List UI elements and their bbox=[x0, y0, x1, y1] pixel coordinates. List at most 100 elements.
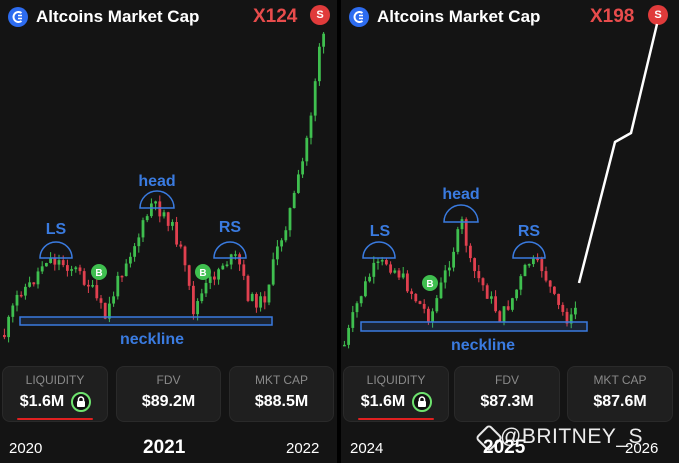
candle-body bbox=[145, 216, 149, 221]
candle-body bbox=[292, 192, 296, 209]
candle-body bbox=[116, 275, 120, 297]
candle-body bbox=[557, 293, 560, 305]
candle-body bbox=[259, 296, 262, 308]
left-shoulder-label: LS bbox=[46, 221, 67, 238]
svg-text:B: B bbox=[426, 279, 433, 290]
candle-body bbox=[515, 289, 518, 299]
candle-body bbox=[250, 293, 254, 301]
candle-body bbox=[355, 303, 359, 313]
candle-body bbox=[246, 275, 250, 301]
candle-body bbox=[347, 327, 350, 345]
candle-body bbox=[66, 265, 69, 271]
candle-body bbox=[364, 281, 367, 297]
candle-body bbox=[28, 282, 31, 287]
candle-body bbox=[183, 246, 187, 266]
left-shoulder-arc bbox=[39, 241, 73, 259]
chart-title: Altcoins Market Cap bbox=[36, 7, 200, 26]
mktcap-value: $87.6M bbox=[593, 393, 647, 410]
svg-text:B: B bbox=[95, 268, 102, 279]
candle-body bbox=[19, 294, 23, 297]
candle-body bbox=[280, 240, 283, 247]
candle-body bbox=[255, 293, 258, 308]
right-shoulder-arc bbox=[512, 241, 546, 259]
multiplier-label: X198 bbox=[590, 6, 635, 27]
candle-body bbox=[158, 201, 162, 217]
candle-body bbox=[389, 264, 392, 273]
candle-body bbox=[368, 276, 371, 282]
candle-body bbox=[112, 296, 115, 304]
candle-body bbox=[49, 258, 52, 264]
candle-body bbox=[574, 307, 577, 315]
candlestick-chart-right: LS head RS neckline B bbox=[343, 23, 659, 354]
candle-body bbox=[343, 344, 346, 347]
fdv-value: $89.2M bbox=[141, 393, 196, 410]
liquidity-underline bbox=[358, 418, 434, 420]
liquidity-value: $1.6M bbox=[19, 393, 65, 410]
candle-body bbox=[217, 269, 220, 280]
right-shoulder-label: RS bbox=[518, 223, 541, 240]
candle-body bbox=[32, 282, 36, 285]
candle-body bbox=[74, 267, 78, 270]
left-shoulder-label: LS bbox=[370, 223, 391, 240]
liquidity-label: LIQUIDITY bbox=[366, 373, 426, 387]
candle-body bbox=[200, 293, 204, 302]
candle-body bbox=[175, 222, 178, 245]
candle-body bbox=[271, 259, 275, 285]
lock-icon bbox=[71, 392, 91, 412]
badge-icon[interactable]: S bbox=[310, 5, 330, 25]
candle-body bbox=[481, 278, 485, 286]
candle-body bbox=[506, 306, 510, 310]
buy-marker: B bbox=[91, 264, 107, 280]
mktcap-label: MKT CAP bbox=[254, 373, 309, 387]
candle-body bbox=[452, 251, 455, 268]
candle-body bbox=[376, 261, 380, 263]
candle-body bbox=[36, 271, 40, 285]
candle-body bbox=[359, 296, 363, 304]
candle-body bbox=[309, 115, 313, 138]
badge-icon[interactable]: S bbox=[648, 5, 668, 25]
candle-body bbox=[536, 258, 539, 261]
candle-body bbox=[548, 280, 552, 287]
candle-body bbox=[87, 284, 90, 287]
candle-body bbox=[284, 230, 288, 241]
candle-body bbox=[229, 254, 233, 265]
neckline-zone bbox=[19, 316, 273, 326]
candle-body bbox=[192, 285, 195, 315]
year-mid: 2025 bbox=[483, 437, 526, 458]
candle-body bbox=[213, 276, 216, 280]
candle-body bbox=[208, 276, 212, 283]
liquidity-card: LIQUIDITY $1.6M bbox=[343, 366, 449, 422]
candle-body bbox=[171, 222, 174, 226]
candle-body bbox=[91, 285, 94, 287]
buy-marker: B bbox=[195, 264, 211, 280]
candle-body bbox=[427, 308, 430, 322]
candle-body bbox=[196, 301, 199, 315]
candle-body bbox=[448, 267, 451, 271]
head-arc bbox=[443, 204, 479, 223]
candle-body bbox=[154, 201, 157, 204]
chart-panel-right: Altcoins Market Cap X198 S LS head RS ne… bbox=[341, 0, 679, 463]
candle-body bbox=[301, 161, 304, 175]
candle-body bbox=[57, 260, 61, 265]
neckline-label: neckline bbox=[120, 331, 184, 348]
year-start: 2020 bbox=[9, 440, 43, 457]
candle-body bbox=[540, 259, 544, 272]
candle-body bbox=[351, 312, 355, 328]
candle-body bbox=[179, 244, 183, 247]
watermark: @BRITNEY_S bbox=[500, 425, 644, 448]
candle-body bbox=[61, 260, 65, 266]
fdv-value: $87.3M bbox=[480, 393, 534, 410]
mktcap-label: MKT CAP bbox=[593, 373, 647, 387]
year-end: 2026 bbox=[625, 440, 659, 457]
candle-body bbox=[288, 208, 292, 231]
candle-body bbox=[473, 258, 476, 272]
candle-body bbox=[318, 46, 321, 82]
candle-body bbox=[99, 298, 103, 303]
candle-body bbox=[166, 212, 170, 226]
candle-body bbox=[53, 258, 57, 265]
candle-body bbox=[221, 265, 225, 270]
fdv-label: FDV bbox=[495, 373, 519, 387]
buy-marker: B bbox=[422, 275, 438, 291]
candle-body bbox=[267, 284, 271, 303]
candle-body bbox=[133, 246, 136, 257]
